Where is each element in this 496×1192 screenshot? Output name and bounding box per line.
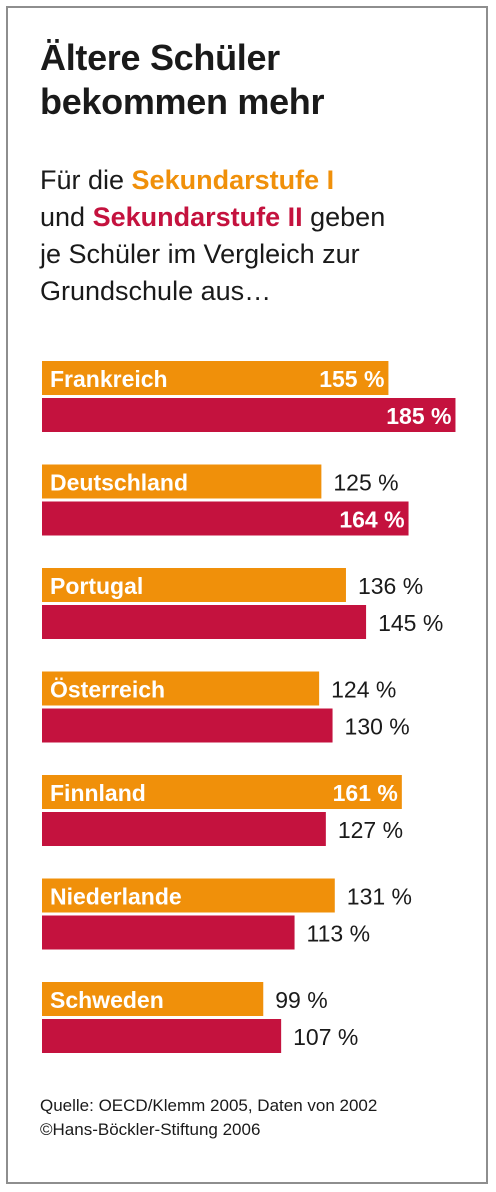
category-label-5: Niederlande bbox=[50, 884, 182, 910]
source-line: Quelle: OECD/Klemm 2005, Daten von 2002 bbox=[40, 1096, 378, 1115]
value-label-sek1-3: 124 % bbox=[331, 677, 396, 703]
category-label-1: Deutschland bbox=[50, 470, 188, 496]
bar-sek1-2 bbox=[42, 568, 346, 602]
value-label-sek2-6: 107 % bbox=[293, 1024, 358, 1050]
bar-sek2-0 bbox=[42, 398, 456, 432]
category-label-2: Portugal bbox=[50, 573, 143, 599]
bar-sek1-3 bbox=[42, 671, 320, 706]
bar-sek1-5 bbox=[42, 878, 335, 913]
source-note: Quelle: OECD/Klemm 2005, Daten von 2002 … bbox=[40, 1094, 480, 1142]
title-line-1: Ältere Schüler bbox=[40, 37, 280, 78]
chart-subtitle: Für die Sekundarstufe I und Sekundarstuf… bbox=[40, 162, 480, 310]
subtitle-line-2: und Sekundarstufe II geben bbox=[40, 199, 480, 236]
bar-sek2-5 bbox=[42, 915, 295, 950]
bar-sek2-4 bbox=[42, 812, 326, 846]
bar-sek1-1 bbox=[42, 464, 322, 499]
bar-sek1-6 bbox=[42, 982, 264, 1016]
bar-sek1-4 bbox=[42, 775, 402, 809]
value-label-sek2-0: 185 % bbox=[386, 403, 451, 429]
legend-sekundarstufe-2: Sekundarstufe II bbox=[92, 202, 303, 232]
value-label-sek2-4: 127 % bbox=[338, 817, 403, 843]
title-line-2: bekommen mehr bbox=[40, 81, 325, 122]
legend-sekundarstufe-1: Sekundarstufe I bbox=[131, 165, 335, 195]
value-label-sek2-5: 113 % bbox=[307, 921, 371, 947]
value-label-sek1-4: 161 % bbox=[333, 780, 398, 806]
subtitle-text-1: Für die bbox=[40, 165, 132, 195]
value-label-sek1-6: 99 % bbox=[275, 987, 327, 1013]
bar-sek2-2 bbox=[42, 605, 367, 639]
value-label-sek2-3: 130 % bbox=[345, 714, 410, 740]
value-label-sek1-2: 136 % bbox=[358, 573, 423, 599]
value-label-sek2-1: 164 % bbox=[339, 507, 404, 533]
value-label-sek1-1: 125 % bbox=[333, 470, 398, 496]
category-label-0: Frankreich bbox=[50, 366, 168, 392]
category-label-3: Österreich bbox=[50, 677, 165, 703]
subtitle-line-3: je Schüler im Vergleich zur bbox=[40, 239, 360, 269]
copyright-line: ©Hans-Böckler-Stiftung 2006 bbox=[40, 1120, 261, 1139]
bar-sek2-1 bbox=[42, 501, 409, 536]
subtitle-text-3: geben bbox=[302, 202, 386, 232]
subtitle-line-1: Für die Sekundarstufe I bbox=[40, 162, 480, 199]
chart-title: Ältere Schüler bekommen mehr bbox=[40, 36, 480, 124]
category-label-6: Schweden bbox=[50, 987, 164, 1013]
subtitle-text-2: und bbox=[40, 202, 93, 232]
value-label-sek1-0: 155 % bbox=[319, 366, 384, 392]
bar-sek1-0 bbox=[42, 361, 389, 395]
bar-sek2-6 bbox=[42, 1019, 282, 1053]
bar-sek2-3 bbox=[42, 708, 333, 743]
category-label-4: Finnland bbox=[50, 780, 146, 806]
subtitle-line-4: Grundschule aus… bbox=[40, 276, 272, 306]
value-label-sek2-2: 145 % bbox=[378, 610, 443, 636]
value-label-sek1-5: 131 % bbox=[347, 884, 412, 910]
